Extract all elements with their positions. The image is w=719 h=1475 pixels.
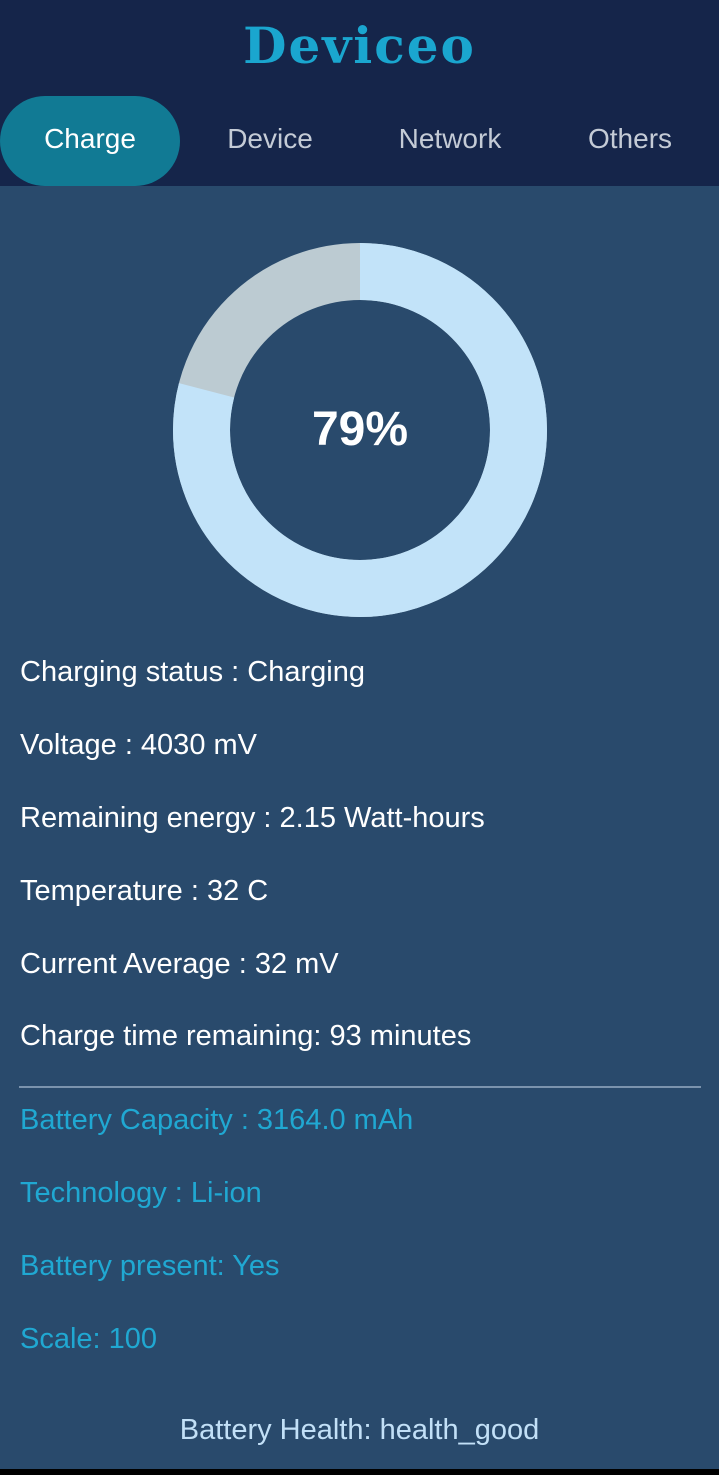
charging-status-row: Charging status : Charging (20, 656, 365, 688)
current-average-row: Current Average : 32 mV (20, 948, 339, 980)
battery-health-label: Battery Health: health_good (179, 1414, 540, 1446)
tab-device[interactable]: Device (227, 123, 313, 154)
voltage-row: Voltage : 4030 mV (20, 729, 257, 761)
battery-donut-chart (173, 243, 547, 617)
technology-row: Technology : Li-ion (20, 1177, 262, 1209)
battery-present-row: Battery present: Yes (20, 1250, 280, 1282)
battery-percent-label: 79% (311, 403, 409, 456)
battery-capacity-row: Battery Capacity : 3164.0 mAh (20, 1104, 414, 1136)
scale-row: Scale: 100 (20, 1323, 158, 1355)
tab-bar: Charge Device Network Others (0, 96, 719, 186)
remaining-energy-row: Remaining energy : 2.15 Watt-hours (20, 802, 485, 834)
tab-others[interactable]: Others (587, 123, 673, 154)
section-divider (19, 1086, 701, 1088)
battery-level-donut: 79% (173, 243, 547, 617)
app-header: Deviceo Charge Device Network Others (0, 0, 719, 186)
tab-charge[interactable]: Charge (0, 96, 180, 186)
charge-time-remaining-row: Charge time remaining: 93 minutes (20, 1020, 472, 1052)
tab-network[interactable]: Network (398, 123, 502, 154)
temperature-row: Temperature : 32 C (20, 875, 269, 907)
app-title: Deviceo (243, 16, 476, 75)
battery-fill-segment (173, 243, 547, 617)
